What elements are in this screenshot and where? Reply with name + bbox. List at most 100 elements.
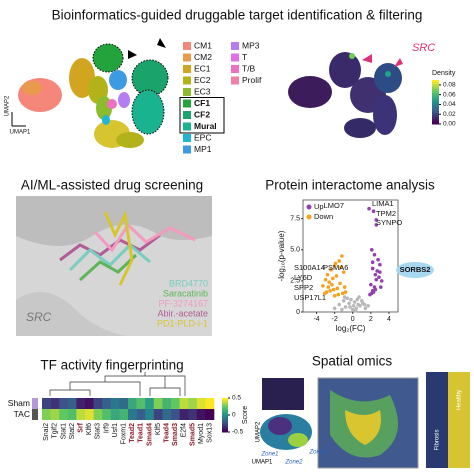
heat-cell xyxy=(179,409,189,420)
column-label: Stat1 xyxy=(60,423,67,439)
heat-cell xyxy=(67,409,77,420)
point xyxy=(370,266,375,271)
row-label: Sham xyxy=(8,398,30,408)
point xyxy=(356,302,360,307)
point xyxy=(369,247,374,252)
point xyxy=(355,297,360,302)
point xyxy=(374,218,379,222)
density-colorbar: 0.08 0.06 0.04 0.02 0.00 xyxy=(432,80,456,128)
point xyxy=(342,285,347,289)
heat-cell xyxy=(179,398,189,409)
legend-swatch xyxy=(183,65,191,73)
annotation: PSMA6 xyxy=(323,263,348,272)
protein-label: SRC xyxy=(26,310,52,324)
heat-cell xyxy=(171,409,180,420)
colorbar-step xyxy=(222,418,228,421)
legend-swatch xyxy=(183,76,191,85)
volcano-plot: -4 -2 0 2 4 0 2.5 5.0 7.5 log₂(FC) -log₁₀(p-value)… xyxy=(277,199,434,333)
row-tag xyxy=(32,409,38,420)
heat-cell xyxy=(136,398,146,409)
y-tick-label: 0 xyxy=(296,309,300,316)
colorbar-step xyxy=(432,115,439,118)
heat-cell xyxy=(85,398,94,409)
heat-cell xyxy=(153,409,163,420)
point xyxy=(373,272,378,277)
heat-cell xyxy=(171,398,180,409)
point xyxy=(330,282,334,287)
heat-cell xyxy=(67,398,77,409)
legend-label: CF1 xyxy=(194,98,210,108)
colorbar-step xyxy=(222,413,228,416)
spatial-label: UMAP2 xyxy=(256,421,262,442)
colorbar-step xyxy=(432,86,439,90)
heat-cell xyxy=(102,409,112,420)
point xyxy=(374,223,379,227)
colorbar-step xyxy=(432,82,439,85)
point xyxy=(328,289,332,293)
colorbar-step xyxy=(222,428,228,431)
heat-cell xyxy=(119,409,129,420)
point xyxy=(323,277,328,282)
annotation: USP17L1 xyxy=(294,293,326,302)
annotation: TPM2 xyxy=(376,209,396,218)
point xyxy=(377,275,381,279)
x-tick-label: 2 xyxy=(369,316,373,323)
row-label: TAC xyxy=(14,409,30,419)
x-tick-label: -2 xyxy=(332,316,338,323)
legend-swatch xyxy=(306,204,312,210)
x-tick-label: 4 xyxy=(387,316,391,323)
heat-cell xyxy=(188,409,198,420)
x-axis-label: log₂(FC) xyxy=(336,324,366,333)
colorbar-step xyxy=(222,416,228,419)
row-tag xyxy=(32,398,38,409)
column-label: Myod1 xyxy=(198,423,205,444)
point xyxy=(341,299,346,303)
heat-cell xyxy=(162,409,172,420)
column-label: Smad4 xyxy=(146,423,153,446)
legend-label: EC3 xyxy=(194,86,211,96)
dendrogram xyxy=(49,372,186,396)
volcano-title: Protein interactome analysis xyxy=(265,178,435,193)
highlight xyxy=(396,262,434,278)
column-label: Stat2 xyxy=(69,423,76,439)
point xyxy=(336,292,341,297)
legend-swatch xyxy=(183,53,191,62)
point xyxy=(331,287,336,292)
point xyxy=(363,306,368,311)
heat-cell xyxy=(85,409,94,420)
legend-swatch xyxy=(183,42,191,50)
point xyxy=(341,291,345,296)
column-label: Klf5 xyxy=(155,423,162,435)
tf-title: TF activity fingerprinting xyxy=(40,358,183,373)
heat-cell xyxy=(110,398,120,409)
column-label: Tead2 xyxy=(129,423,136,443)
annotation: SORBS2 xyxy=(400,265,431,274)
column-label: Usf1 xyxy=(112,423,119,438)
point xyxy=(325,272,330,277)
heat-cell xyxy=(196,409,206,420)
legend-label: MP3 xyxy=(242,40,260,50)
heat-cell xyxy=(162,398,172,409)
point xyxy=(343,305,348,309)
point xyxy=(362,302,367,307)
point xyxy=(340,307,344,312)
legend-swatch xyxy=(231,42,239,50)
heat-cell xyxy=(76,409,86,420)
point xyxy=(348,305,352,309)
point xyxy=(322,291,327,296)
heat-cell xyxy=(110,409,120,420)
point xyxy=(372,252,377,257)
heat-cell xyxy=(119,398,129,409)
point xyxy=(329,267,333,272)
colorbar-step xyxy=(222,426,228,430)
legend-swatch xyxy=(183,111,191,119)
legend-label: CM2 xyxy=(194,52,212,62)
colorbar-tick-label: 0.04 xyxy=(443,101,456,108)
x-tick-label: -4 xyxy=(313,316,319,323)
point xyxy=(339,265,343,270)
legend-swatch xyxy=(183,122,191,131)
legend-swatch xyxy=(183,145,191,154)
point xyxy=(321,284,325,288)
point xyxy=(376,257,380,262)
